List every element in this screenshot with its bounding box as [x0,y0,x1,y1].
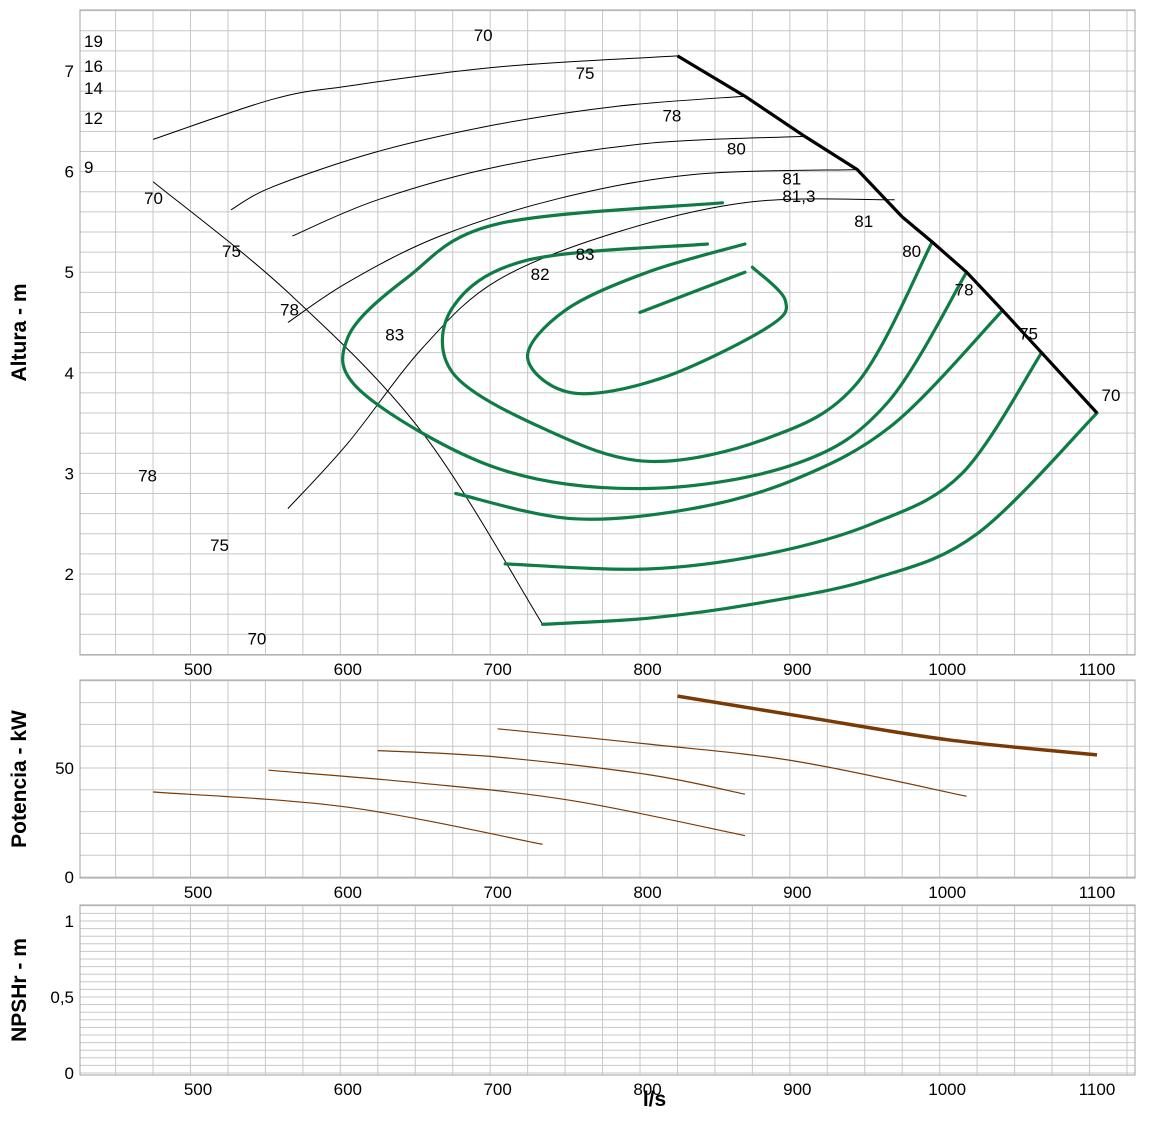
x-tick-label: 900 [783,1080,811,1099]
y-tick-label: 0 [65,868,74,887]
x-tick-label: 500 [184,883,212,902]
efficiency-curve [526,242,789,396]
x-axis-title: l/s [643,1088,666,1111]
npsh-panel: 500 600 700 800 900 1000 1100 0 0,5 1 NPSHr - m l/s [8,904,1136,1111]
efficiency-curve [454,308,1005,521]
x-tick-label: 600 [334,660,362,679]
y-axis-title: NPSHr - m [8,938,31,1042]
plot-frame [79,9,1136,656]
x-tick-label: 1100 [1079,660,1116,679]
x-tick-label: 700 [483,660,511,679]
y-tick-label: 3 [65,464,74,483]
max-impeller-line [676,54,1099,415]
y-tick-label: 2 [65,565,74,584]
x-tick-label: 1000 [928,883,966,902]
x-tick-label: 600 [334,883,362,902]
efficiency-label: 75 [222,242,241,261]
efficiency-label: 81 [782,170,801,189]
efficiency-label: 75 [576,64,595,83]
efficiency-label: 81 [854,212,873,231]
impeller-label: 14 [84,79,103,98]
x-tick-label: 1000 [928,1080,966,1099]
y-tick-label: 0,5 [50,988,74,1007]
x-tick-label: 1000 [928,660,966,679]
power-curve [268,769,746,837]
impeller-label: 19 [84,32,103,51]
plot-frame [79,904,1136,1076]
x-tick-label: 500 [184,660,212,679]
efficiency-label: 78 [280,300,299,319]
x-tick-label: 700 [483,1080,511,1099]
efficiency-label: 80 [902,242,921,261]
efficiency-label: 75 [210,536,229,555]
head-curve [152,55,678,140]
power-curve [377,750,746,795]
efficiency-label: 75 [1019,325,1038,344]
x-tick-label: 800 [633,1080,661,1099]
efficiency-label: 70 [144,189,163,208]
head-curve [230,95,745,211]
y-tick-label: 50 [55,759,74,778]
x-tick-label: 1100 [1079,1080,1116,1099]
efficiency-label: 78 [662,106,681,125]
efficiency-label: 70 [474,26,493,45]
head-curve [287,169,858,323]
impeller-label: 16 [84,57,103,76]
efficiency-label: 70 [247,629,266,648]
y-tick-label: 6 [65,163,74,182]
min-flow-boundary [152,181,544,625]
efficiency-label: 80 [727,139,746,158]
efficiency-label: 83 [385,326,404,345]
y-tick-label: 1 [65,912,74,931]
x-tick-label: 900 [783,660,811,679]
x-tick-label: 1100 [1079,883,1116,902]
efficiency-curve [541,411,1099,626]
x-tick-label: 500 [184,1080,212,1099]
y-axis-title: Altura - m [8,283,31,381]
y-tick-label: 7 [65,62,74,81]
efficiency-label: 78 [955,280,974,299]
efficiency-label: 82 [531,265,550,284]
x-tick-label: 700 [483,883,511,902]
y-tick-label: 0 [65,1064,74,1083]
x-tick-label: 800 [633,883,661,902]
x-tick-label: 900 [783,883,811,902]
efficiency-curve [440,240,934,464]
head-curve [292,135,805,237]
power-curve [153,791,543,845]
impeller-label: 12 [84,109,103,128]
plot-frame [79,679,1136,879]
efficiency-label: 83 [576,245,595,264]
x-tick-label: 600 [334,1080,362,1099]
efficiency-label: 81,3 [782,187,815,206]
y-axis-title: Potencia - kW [8,710,31,848]
x-tick-label: 800 [633,660,661,679]
y-tick-label: 4 [65,364,74,383]
efficiency-label: 70 [1101,386,1120,405]
efficiency-curve [341,201,969,491]
power-panel: 500 600 700 800 900 1000 1100 0 50 Potencia - kW [8,679,1136,902]
impeller-label: 9 [84,158,93,177]
y-tick-label: 5 [65,263,74,282]
head-panel: 500 600 700 800 900 1000 1100 2 3 4 5 6 7 Altura - m 1… [8,9,1136,679]
efficiency-label: 78 [138,466,157,485]
efficiency-curve [503,351,1044,571]
efficiency-curve [638,270,747,314]
power-curve [677,694,1098,757]
head-curve [287,198,895,509]
power-curve [497,728,967,797]
